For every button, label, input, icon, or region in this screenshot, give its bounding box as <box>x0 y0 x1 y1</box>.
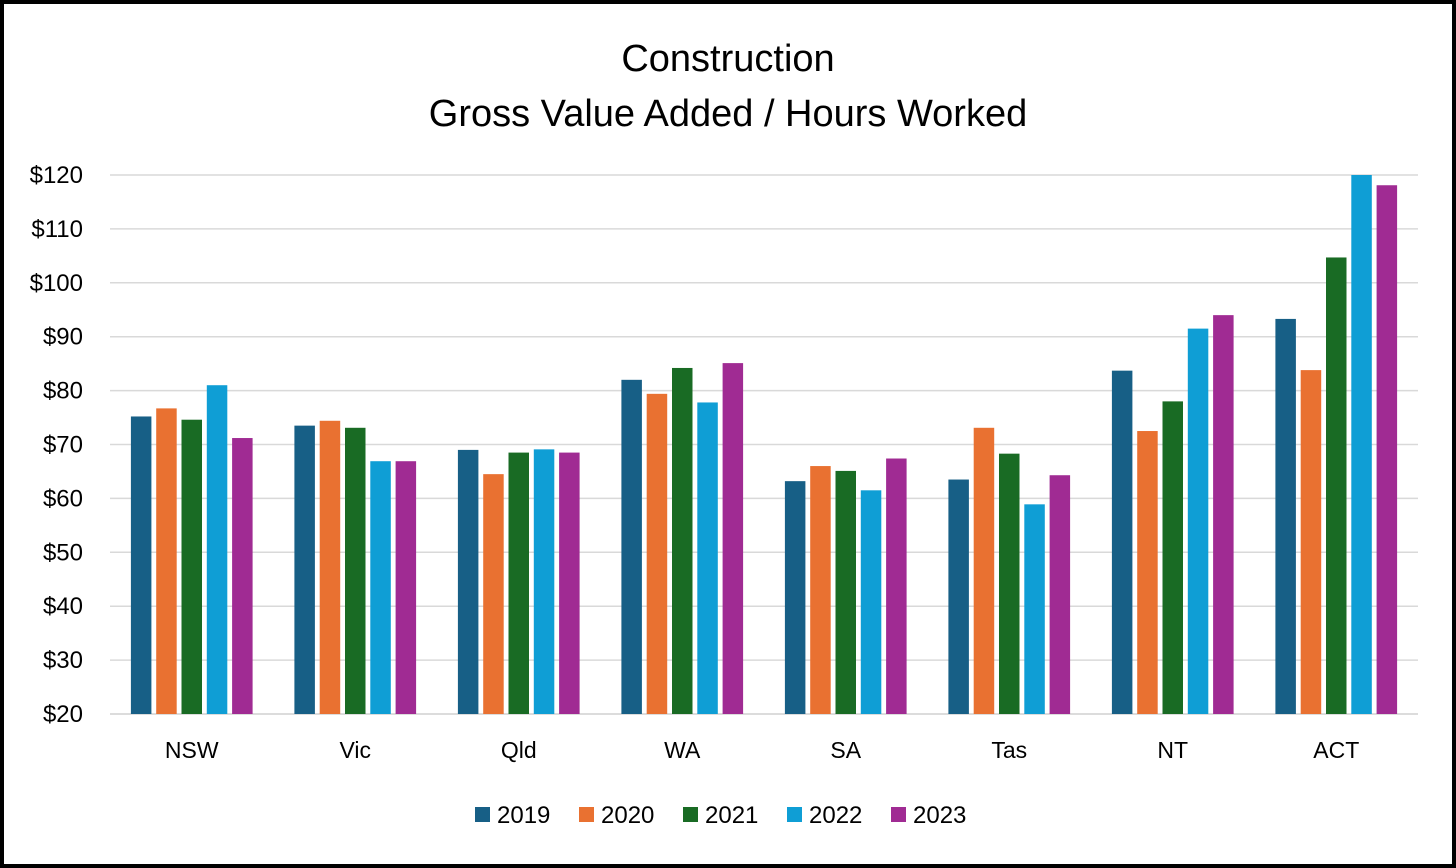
bar-vic-2020 <box>319 420 341 714</box>
y-tick-label: $90 <box>43 324 83 351</box>
y-tick-label: $50 <box>43 539 83 566</box>
category-label: Qld <box>501 737 537 763</box>
bar-qld-2023 <box>559 452 580 714</box>
bar-vic-2023 <box>395 461 417 714</box>
y-tick-label: $60 <box>43 485 83 512</box>
bar-tas-2022 <box>1024 504 1045 714</box>
category-label: WA <box>664 737 701 763</box>
bar-qld-2020 <box>483 474 504 714</box>
bars <box>130 175 1398 715</box>
bar-nsw-2022 <box>206 385 228 714</box>
bar-nt-2020 <box>1137 431 1158 714</box>
legend-label: 2022 <box>809 802 862 829</box>
legend-swatch <box>475 807 490 822</box>
y-tick-label: $110 <box>31 216 83 243</box>
bar-act-2021 <box>1326 257 1347 714</box>
bar-act-2020 <box>1300 370 1322 714</box>
legend-swatch <box>579 807 594 822</box>
legend-label: 2019 <box>497 802 550 829</box>
bar-tas-2023 <box>1049 475 1071 714</box>
y-axis-tick-labels: $20 $30 $40 $50 $60 $70 $80 $90 $100 $110 $120 <box>30 162 83 728</box>
bar-qld-2021 <box>508 452 529 714</box>
legend-label: 2023 <box>913 802 966 829</box>
bar-nsw-2020 <box>156 408 177 714</box>
bar-tas-2021 <box>999 453 1020 714</box>
bar-wa-2021 <box>672 367 693 714</box>
bar-act-2019 <box>1275 318 1296 714</box>
category-label: Vic <box>339 737 371 763</box>
bar-nt-2021 <box>1162 401 1183 714</box>
category-label: ACT <box>1313 737 1359 763</box>
bar-nsw-2023 <box>232 438 253 714</box>
legend-swatch <box>891 807 906 822</box>
y-tick-label: $80 <box>43 378 83 405</box>
bar-chart: Construction Gross Value Added / Hours W… <box>30 38 1418 829</box>
bar-nsw-2021 <box>181 419 202 714</box>
legend-label: 2020 <box>601 802 654 829</box>
bar-nt-2023 <box>1213 315 1234 714</box>
bar-tas-2020 <box>973 427 995 714</box>
bar-sa-2019 <box>784 481 806 714</box>
x-axis-category-labels: NSW Vic Qld WA SA Tas NT ACT <box>165 737 1359 763</box>
category-label: NT <box>1157 737 1188 763</box>
bar-vic-2021 <box>345 427 366 714</box>
bar-wa-2020 <box>646 393 668 714</box>
bar-sa-2023 <box>886 458 907 714</box>
bar-wa-2022 <box>697 402 718 714</box>
chart-title: Construction <box>621 38 834 80</box>
chart-subtitle: Gross Value Added / Hours Worked <box>429 93 1027 135</box>
y-tick-label: $20 <box>43 701 83 728</box>
category-label: SA <box>830 737 861 763</box>
y-tick-label: $120 <box>30 162 83 189</box>
bar-nt-2019 <box>1111 370 1133 714</box>
bar-wa-2023 <box>722 363 744 714</box>
bar-sa-2020 <box>810 466 831 714</box>
y-tick-label: $40 <box>43 593 83 620</box>
bar-tas-2019 <box>948 479 969 714</box>
bar-vic-2019 <box>294 425 315 714</box>
bar-nsw-2019 <box>130 416 152 714</box>
bar-qld-2019 <box>457 449 479 714</box>
legend-label: 2021 <box>705 802 758 829</box>
bar-sa-2022 <box>860 490 882 714</box>
category-label: Tas <box>991 737 1027 763</box>
legend-swatch <box>683 807 698 822</box>
bar-sa-2021 <box>835 470 856 714</box>
y-tick-label: $30 <box>43 647 83 674</box>
y-tick-label: $100 <box>30 270 83 297</box>
category-label: NSW <box>165 737 219 763</box>
legend: 2019 2020 2021 2022 2023 <box>475 802 966 829</box>
bar-act-2023 <box>1376 185 1398 715</box>
bar-act-2022 <box>1351 175 1372 714</box>
bar-wa-2019 <box>621 379 642 714</box>
bar-qld-2022 <box>533 449 555 714</box>
y-tick-label: $70 <box>43 432 83 459</box>
legend-swatch <box>787 807 802 822</box>
bar-nt-2022 <box>1187 328 1209 714</box>
bar-vic-2022 <box>370 461 391 714</box>
